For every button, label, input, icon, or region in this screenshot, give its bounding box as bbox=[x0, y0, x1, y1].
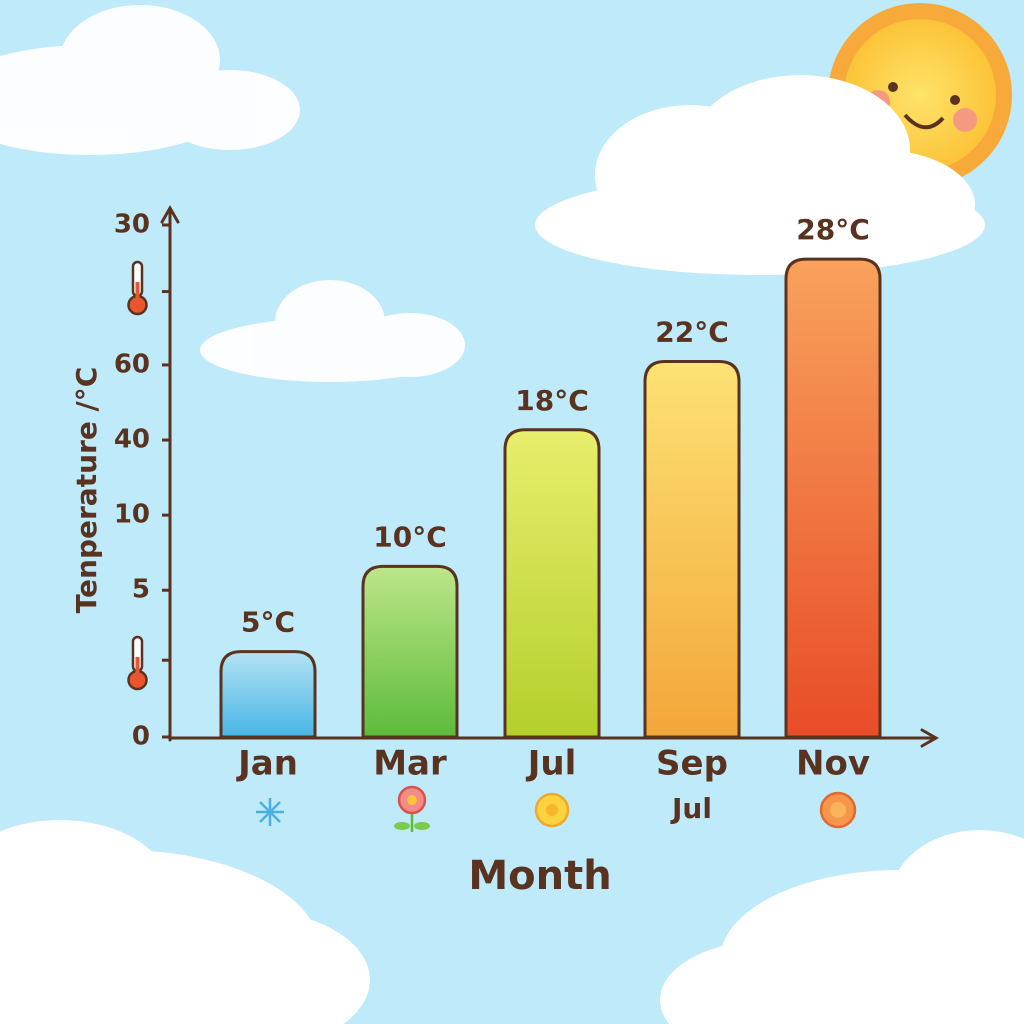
annotation: Jul bbox=[670, 792, 712, 825]
x-tick-label: Jan bbox=[236, 744, 298, 784]
season-icons bbox=[256, 785, 857, 832]
x-tick-label: Sep bbox=[656, 744, 728, 784]
y-tick-label: 0 bbox=[132, 722, 150, 752]
x-tick-label: Mar bbox=[373, 744, 447, 784]
value-label: 28°C bbox=[796, 213, 870, 246]
value-label: 10°C bbox=[373, 520, 447, 553]
y-tick-label: 60 bbox=[114, 349, 150, 379]
y-tick-label: 40 bbox=[114, 425, 150, 455]
value-label: 18°C bbox=[515, 384, 589, 417]
thermometer-icons bbox=[127, 260, 148, 691]
y-axis-title: Tenperature /°C bbox=[70, 367, 103, 614]
y-tick-label: 5 bbox=[132, 575, 150, 605]
bar bbox=[503, 428, 601, 739]
sky-decoration bbox=[0, 3, 1024, 1024]
y-tick-label: 10 bbox=[114, 500, 150, 530]
bar bbox=[361, 564, 459, 739]
value-label: 22°C bbox=[655, 316, 729, 349]
x-axis-title: Month bbox=[468, 853, 611, 899]
value-label: 5°C bbox=[241, 606, 295, 639]
bar bbox=[784, 257, 882, 739]
x-tick-label: Nov bbox=[796, 744, 870, 784]
x-tick-label: Jul bbox=[526, 744, 577, 784]
y-tick-label: 30 bbox=[114, 210, 150, 240]
bar bbox=[643, 360, 741, 739]
bar bbox=[219, 650, 317, 739]
